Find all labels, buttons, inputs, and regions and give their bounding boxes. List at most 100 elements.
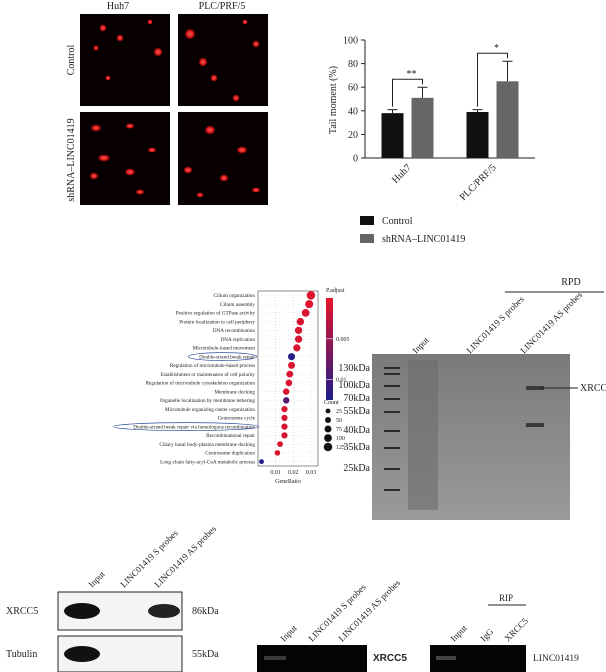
lane-label: LINC01419 AS probes: [518, 289, 584, 355]
dot: [305, 300, 314, 309]
lane-label: Input: [86, 569, 107, 590]
comet-image: [178, 14, 268, 106]
term-label: Long-chain fatty-acyl-CoA metabolic proc…: [160, 458, 255, 465]
bar: [466, 111, 489, 158]
x-axis-label: GeneRatio: [275, 479, 301, 485]
dot: [293, 344, 301, 352]
ladder: [384, 367, 400, 491]
y-tick-label: 0: [353, 154, 358, 165]
dot: [294, 335, 303, 343]
rpd-gel: RPD Input LINC01419 S probes LINC01419 A…: [338, 277, 606, 520]
size-legend-label: 100: [336, 436, 345, 442]
x-tick-label: 0.02: [288, 470, 299, 476]
dot: [281, 432, 288, 439]
dot: [277, 441, 283, 448]
bar: [381, 113, 404, 158]
band: [148, 604, 180, 618]
highlight-ring: [187, 352, 258, 361]
comets: [89, 19, 261, 198]
band-label: XRCC5: [580, 383, 606, 394]
lane-label: Input: [278, 623, 299, 644]
term-label: Regulation of microtubule-based process: [170, 362, 255, 369]
column-label: Huh7: [107, 1, 129, 12]
size-legend-dot: [325, 408, 331, 414]
dot: [286, 370, 294, 378]
gel-image: [372, 354, 570, 520]
comet-image: [80, 14, 170, 106]
term-label: Positive regulation of GTPase activity: [176, 310, 256, 317]
lane-label: Input: [410, 335, 431, 356]
western-blot: Input LINC01419 S probes LINC01419 AS pr…: [6, 523, 219, 672]
size-legend-title: Count: [324, 400, 339, 406]
highlight-ring: [113, 422, 260, 431]
dot: [283, 388, 290, 395]
marker-label: 35kDa: [343, 442, 370, 453]
lane-label: LINC01419 S probes: [118, 528, 180, 590]
term-label: Regulation of microtubule cytoskeleton o…: [146, 380, 256, 387]
gel-label: LINC01419: [533, 654, 579, 664]
rip-gel: RIP Input IgG XRCC5 LINC01419: [430, 593, 579, 672]
rpd-title: RPD: [561, 277, 580, 288]
column-label: PLC/PRF/5: [199, 1, 246, 12]
marker-label: 55kDa: [343, 406, 370, 417]
term-label: Organelle localization by membrane tethe…: [160, 398, 256, 404]
size-label: 86kDa: [192, 606, 219, 617]
marker-label: 25kDa: [343, 463, 370, 474]
lane-label: LINC01419 AS probes: [152, 523, 218, 589]
lane-label: XRCC5: [502, 615, 530, 643]
rip-title: RIP: [499, 593, 513, 603]
y-tick-label: 80: [348, 59, 358, 70]
error-bar: [472, 109, 483, 112]
color-tick-label: 0.01: [336, 378, 347, 384]
dot-plot: GeneRatio P.adjust Count 0.01 0.02 0.03 Cil…: [113, 288, 350, 485]
term-label: Cilium organization: [213, 293, 255, 299]
row-label: Control: [66, 45, 77, 76]
term-label: Microtubule organizing center organizati…: [165, 407, 256, 413]
lane-label: Input: [448, 623, 469, 644]
size-legend-dot: [323, 442, 333, 452]
x-tick-label: PLC/PRF/5: [458, 162, 499, 203]
significance-label: *: [494, 43, 499, 54]
dot: [285, 379, 293, 387]
y-tick-label: 60: [348, 83, 358, 94]
dot: [301, 308, 310, 317]
marker-label: 40kDa: [343, 425, 370, 436]
significance-bracket: [477, 52, 508, 107]
term-label: Cilium assembly: [220, 302, 255, 308]
plot-frame: [257, 290, 319, 467]
term-label: Microtubule-based movement: [193, 346, 256, 352]
color-tick-label: 0.005: [336, 337, 350, 343]
size-legend-label: 50: [336, 418, 342, 424]
dot: [294, 326, 303, 335]
lane-label: IgG: [478, 626, 495, 643]
gel-label: XRCC5: [373, 653, 407, 664]
dot: [288, 353, 296, 361]
comet-panel: Huh7 PLC/PRF/5 Control shRNA–LINC01419: [66, 1, 268, 205]
dot: [288, 361, 296, 369]
term-label: Ciliary basal body-plasma membrane docki…: [159, 442, 255, 448]
legend-swatch: [360, 216, 374, 225]
y-tick-label: 40: [348, 106, 358, 117]
size-legend-dot: [324, 425, 332, 433]
size-legend-dot: [324, 416, 332, 424]
x-tick-label: 0.03: [306, 470, 317, 476]
bar-chart: Tail moment (%) 0 20 40 60 80 100 Huh7 ** PLC/PR…: [328, 36, 535, 245]
dot: [306, 291, 316, 300]
term-label: Double-strand break repair: [199, 354, 255, 360]
row-label: XRCC5: [6, 606, 38, 617]
row-label: Tubulin: [6, 649, 37, 660]
term-label: Double-strand break repair via homologou…: [133, 424, 255, 430]
y-axis-label: Tail moment (%): [328, 66, 339, 134]
bar: [411, 97, 434, 158]
bar: [496, 81, 519, 158]
band: [436, 656, 456, 660]
legend-swatch: [360, 234, 374, 243]
term-label: Protein localization to cell periphery: [179, 319, 255, 325]
y-tick-label: 100: [343, 36, 358, 47]
input-lane: [408, 360, 438, 510]
marker-label: 130kDa: [338, 363, 370, 374]
dot: [281, 406, 288, 413]
legend-label: shRNA–LINC01419: [382, 234, 465, 245]
size-legend-label: 75: [336, 427, 342, 433]
